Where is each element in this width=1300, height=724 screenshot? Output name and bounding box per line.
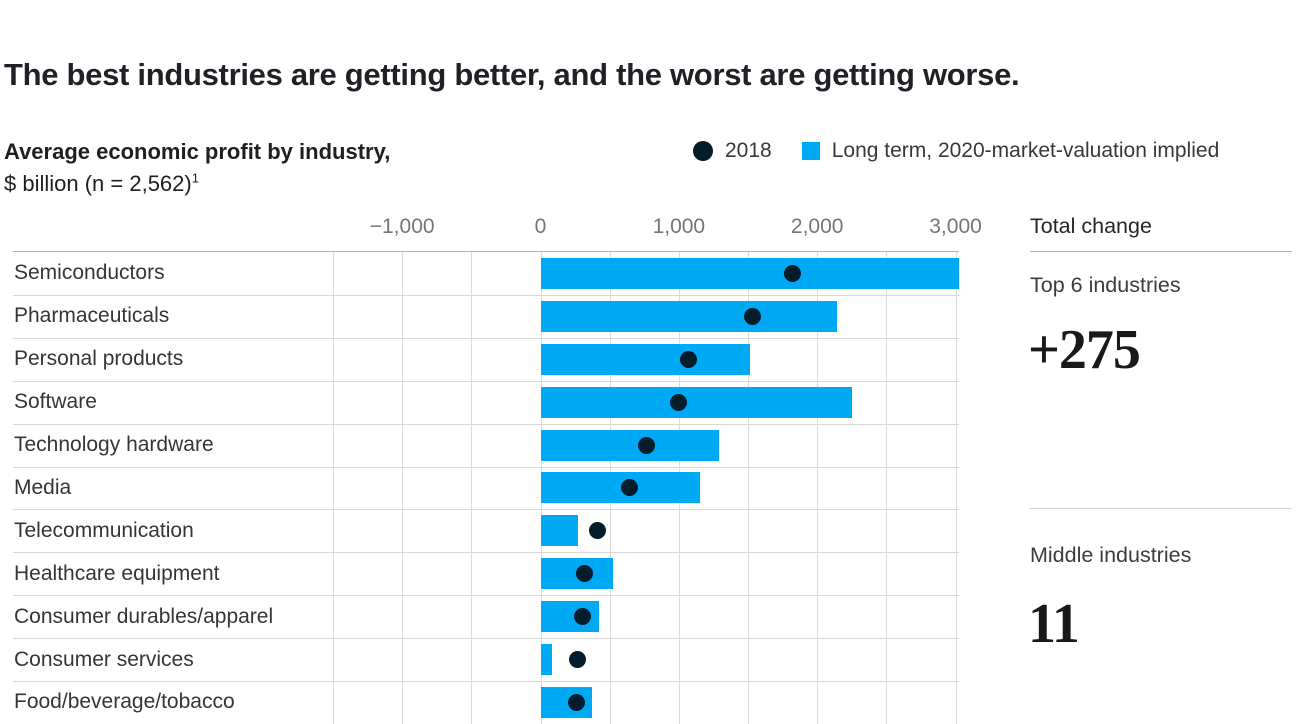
category-label: Consumer durables/apparel (14, 604, 274, 628)
dot-2018 (568, 694, 585, 711)
dot-2018 (574, 608, 591, 625)
dot-2018 (680, 351, 697, 368)
gridline (402, 252, 403, 724)
side-panel-divider (1030, 251, 1292, 252)
footnote-marker: 1 (191, 170, 199, 186)
row-separator (13, 595, 959, 596)
dot-2018 (589, 522, 606, 539)
subtitle-measure: Average economic profit by industry, (4, 139, 391, 164)
longterm-bar (541, 472, 700, 503)
chart-subtitle: Average economic profit by industry, $ b… (4, 136, 390, 200)
row-separator (13, 424, 959, 425)
longterm-bar (541, 301, 837, 332)
side-group-value: +275 (1028, 319, 1141, 381)
dot-2018 (744, 308, 761, 325)
longterm-bar (541, 258, 959, 289)
x-axis-tick-label: −1,000 (369, 215, 435, 238)
category-label: Personal products (14, 347, 184, 371)
longterm-bar (541, 387, 852, 418)
category-label: Media (14, 475, 72, 499)
category-label: Pharmaceuticals (14, 304, 170, 328)
dot-2018 (621, 479, 638, 496)
gridline (817, 252, 818, 724)
chart-legend: 2018 Long term, 2020-market-valuation im… (693, 138, 1219, 164)
category-label: Technology hardware (14, 433, 214, 457)
dot-2018 (670, 394, 687, 411)
x-axis-tick-label: 3,000 (929, 215, 982, 238)
category-label: Telecommunication (14, 518, 194, 542)
longterm-bar (541, 344, 750, 375)
row-separator (13, 381, 959, 382)
side-group-label: Top 6 industries (1030, 273, 1181, 297)
longterm-bar (541, 515, 578, 546)
row-separator (13, 552, 959, 553)
legend-2018-dot-icon (693, 141, 713, 161)
category-label: Healthcare equipment (14, 561, 220, 585)
longterm-bar (541, 644, 552, 675)
row-separator (13, 295, 959, 296)
legend-longterm-label: Long term, 2020-market-valuation implied (831, 139, 1220, 162)
category-label: Semiconductors (14, 261, 165, 285)
legend-2018-label: 2018 (725, 139, 772, 162)
dot-2018 (569, 651, 586, 668)
longterm-bar (541, 430, 719, 461)
row-separator (13, 681, 959, 682)
axis-top-border (13, 251, 959, 252)
gridline (333, 252, 334, 724)
side-group-label: Middle industries (1030, 543, 1192, 567)
gridline (471, 252, 472, 724)
dot-2018 (576, 565, 593, 582)
row-separator (13, 338, 959, 339)
gridline (956, 252, 957, 724)
category-label: Software (14, 390, 97, 414)
category-label: Food/beverage/tobacco (14, 690, 235, 714)
dot-2018 (638, 437, 655, 454)
legend-longterm-square-icon (801, 142, 820, 160)
gridline (748, 252, 749, 724)
side-group-value: 11 (1028, 593, 1080, 655)
side-panel-divider (1030, 508, 1292, 509)
page-title: The best industries are getting better, … (4, 57, 1020, 92)
row-separator (13, 638, 959, 639)
x-axis-tick-label: 1,000 (652, 215, 706, 238)
x-axis-tick-label: 2,000 (790, 215, 844, 238)
row-separator (13, 467, 959, 468)
gridline (886, 252, 887, 724)
side-panel-heading: Total change (1030, 214, 1152, 238)
subtitle-unit: $ billion (n = 2,562)1 (4, 170, 199, 196)
x-axis-tick-label: 0 (534, 215, 547, 238)
category-label: Consumer services (14, 647, 194, 671)
dot-2018 (784, 265, 801, 282)
row-separator (13, 509, 959, 510)
